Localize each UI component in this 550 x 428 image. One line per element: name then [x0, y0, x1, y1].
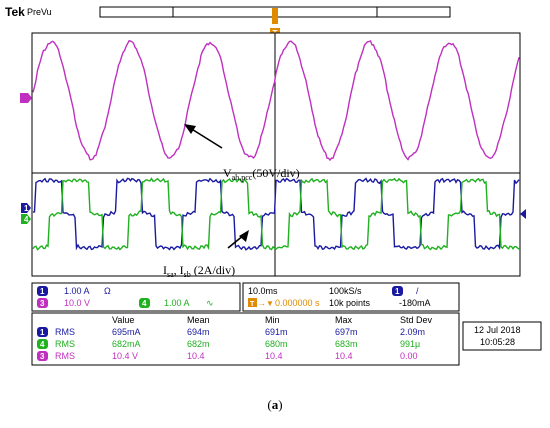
measurement-row[interactable]: 1 RMS 695mA 694m 691m 697m 2.09m: [37, 327, 425, 337]
date-label: 12 Jul 2018: [474, 325, 521, 335]
voltage-arrow-icon: [184, 124, 223, 149]
svg-text:1: 1: [40, 287, 45, 296]
svg-text:RMS: RMS: [55, 339, 75, 349]
time-per-div[interactable]: 10.0ms: [248, 286, 278, 296]
measurement-row[interactable]: 3 RMS 10.4 V 10.4 10.4 10.4 0.00: [37, 351, 418, 361]
svg-text:1: 1: [40, 328, 45, 337]
svg-text:4: 4: [40, 340, 45, 349]
figure-caption: (a): [267, 397, 283, 412]
svg-text:4: 4: [24, 215, 29, 224]
meas-header-value: Value: [112, 315, 134, 325]
svg-text:697m: 697m: [335, 327, 358, 337]
acquisition-mode: PreVu: [27, 7, 52, 17]
channel-settings-panel: 1 1.00 A Ω 3 10.0 V 4 1.00 A ∿: [31, 282, 241, 312]
sample-rate: 100kS/s: [329, 286, 362, 296]
svg-text:1: 1: [395, 287, 400, 296]
voltage-label: Vab,pcc(50V/div): [223, 166, 300, 182]
timebase-panel: 10.0ms 100kS/s T →▼ 0.000000 s 10k point…: [242, 282, 460, 312]
trigger-position[interactable]: 0.000000 s: [275, 298, 320, 308]
measurement-row[interactable]: 4 RMS 682mA 682m 680m 683m 991μ: [37, 339, 420, 349]
svg-text:3: 3: [40, 299, 45, 308]
trigger-slope-icon[interactable]: /: [416, 286, 419, 296]
svg-text:682mA: 682mA: [112, 339, 141, 349]
ch1-ground-marker[interactable]: 1: [21, 203, 31, 213]
record-length: 10k points: [329, 298, 371, 308]
svg-text:T: T: [250, 301, 255, 308]
svg-text:695mA: 695mA: [112, 327, 141, 337]
svg-text:10.4: 10.4: [335, 351, 353, 361]
current-waveform-ch1: [32, 177, 520, 251]
meas-header-max: Max: [335, 315, 353, 325]
meas-header-stddev: Std Dev: [400, 315, 433, 325]
brand-logo: Tek: [5, 5, 25, 19]
meas-header-min: Min: [265, 315, 280, 325]
svg-text:RMS: RMS: [55, 351, 75, 361]
svg-text:10.4: 10.4: [265, 351, 283, 361]
svg-text:3: 3: [40, 352, 45, 361]
svg-text:683m: 683m: [335, 339, 358, 349]
svg-text:0.00: 0.00: [400, 351, 418, 361]
trigger-delay-icon: →▼: [258, 299, 274, 308]
voltage-waveform: [32, 39, 520, 162]
svg-text:10.4 V: 10.4 V: [112, 351, 138, 361]
svg-text:680m: 680m: [265, 339, 288, 349]
voltage-graticule: [31, 32, 521, 174]
svg-text:991μ: 991μ: [400, 339, 420, 349]
datetime-box: 12 Jul 2018 10:05:28: [462, 321, 542, 351]
svg-text:694m: 694m: [187, 327, 210, 337]
meas-header-mean: Mean: [187, 315, 210, 325]
svg-text:4: 4: [142, 299, 147, 308]
ch1-impedance-icon: Ω: [104, 286, 111, 296]
svg-text:RMS: RMS: [55, 327, 75, 337]
ch4-ground-marker[interactable]: 4: [21, 214, 31, 224]
trigger-level-marker[interactable]: [520, 209, 526, 219]
ch3-ground-marker[interactable]: [20, 93, 32, 103]
time-label: 10:05:28: [480, 337, 515, 347]
trigger-level[interactable]: -180mA: [399, 298, 431, 308]
svg-text:1: 1: [24, 204, 29, 213]
svg-text:2.09m: 2.09m: [400, 327, 425, 337]
svg-text:10.4: 10.4: [187, 351, 205, 361]
svg-text:691m: 691m: [265, 327, 288, 337]
current-arrow-icon: [227, 230, 249, 249]
measurement-panel: Value Mean Min Max Std Dev 1 RMS 695mA 6…: [31, 312, 460, 366]
ch4-scale[interactable]: 1.00 A: [164, 298, 190, 308]
ch4-coupling-icon: ∿: [206, 298, 214, 308]
current-waveform-ch4: [32, 177, 520, 251]
ch1-scale[interactable]: 1.00 A: [64, 286, 90, 296]
current-label: Isa, Isb (2A/div): [163, 263, 235, 279]
ch3-scale[interactable]: 10.0 V: [64, 298, 90, 308]
svg-text:682m: 682m: [187, 339, 210, 349]
